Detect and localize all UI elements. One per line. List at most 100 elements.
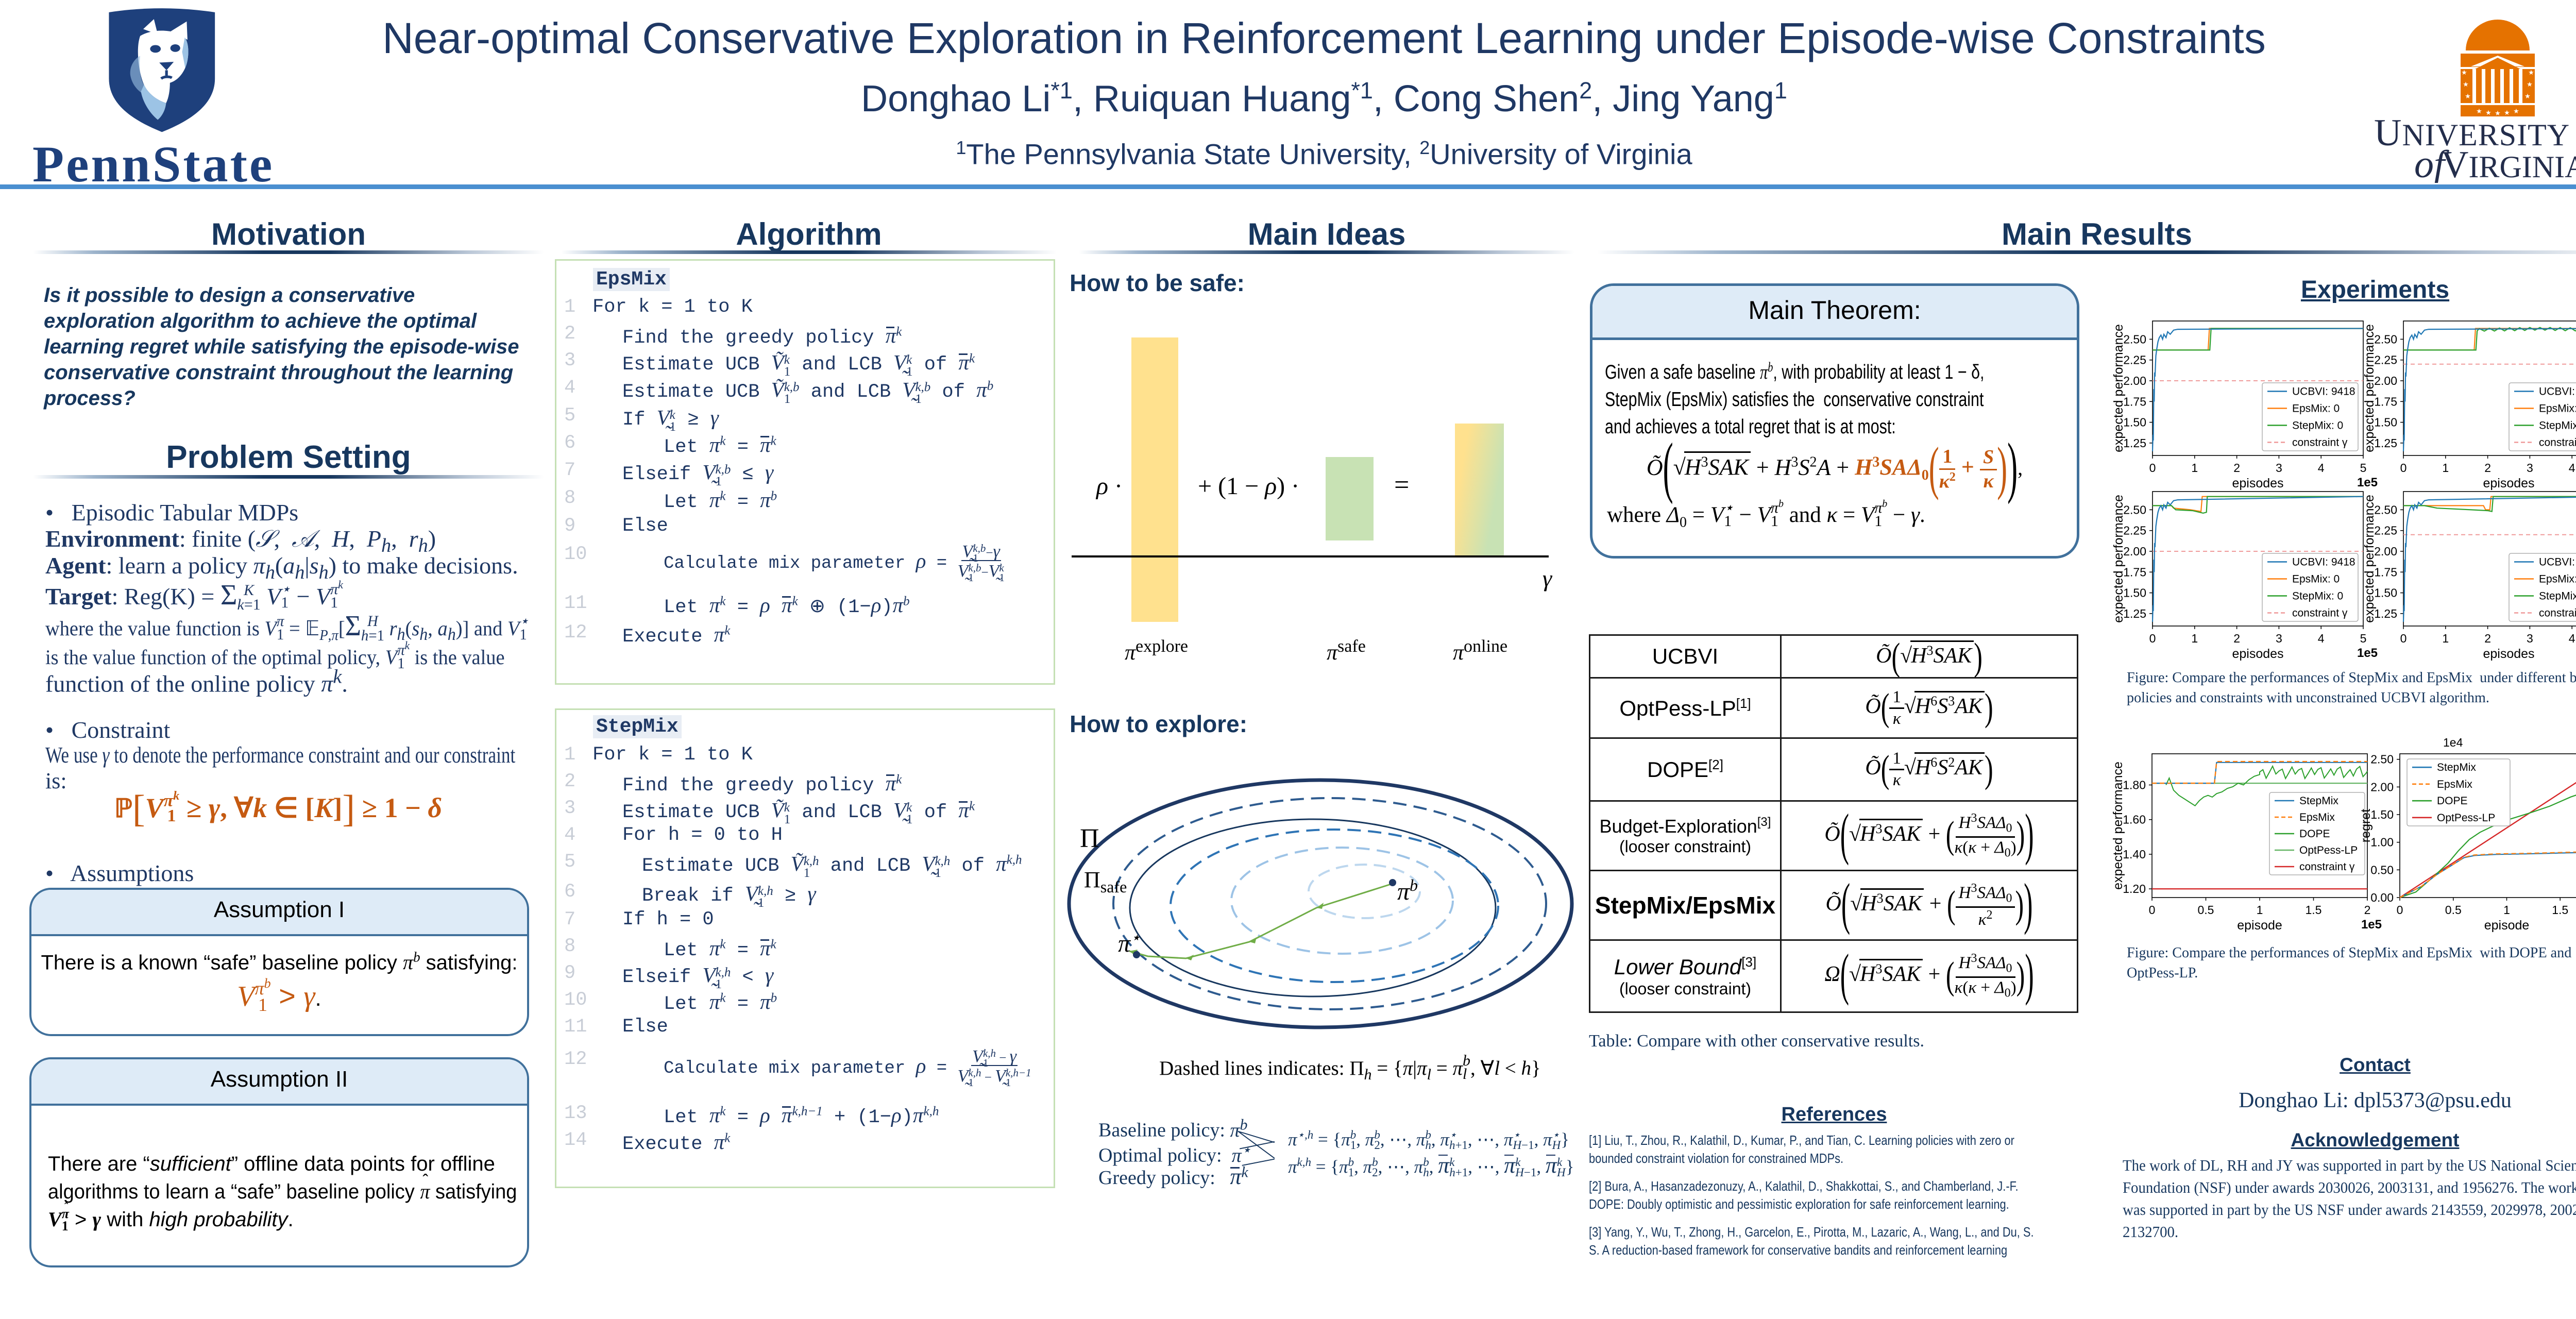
svg-text:1e5: 1e5	[2361, 918, 2382, 932]
svg-text:3: 3	[2276, 632, 2282, 645]
svg-text:1.50: 1.50	[2370, 808, 2394, 821]
svg-text:2: 2	[2364, 903, 2371, 917]
svg-text:constraint γ: constraint γ	[2539, 437, 2576, 449]
svg-text:1.50: 1.50	[2374, 586, 2397, 600]
svg-text:episode: episode	[2237, 918, 2282, 933]
svg-text:EpsMix: 0: EpsMix: 0	[2292, 403, 2340, 415]
svg-text:0.50: 0.50	[2370, 863, 2394, 876]
svg-text:StepMix: StepMix	[2299, 795, 2338, 807]
svg-text:1.50: 1.50	[2123, 586, 2146, 600]
svg-text:PennState: PennState	[32, 136, 274, 184]
svg-text:EpsMix: EpsMix	[2299, 811, 2335, 823]
svg-text:2.00: 2.00	[2123, 374, 2146, 387]
svg-text:1.75: 1.75	[2374, 395, 2397, 408]
svg-text:4: 4	[2318, 461, 2325, 475]
svg-text:OptPess-LP: OptPess-LP	[2299, 844, 2358, 856]
svg-text:1.75: 1.75	[2123, 395, 2146, 408]
svg-text:★: ★	[2524, 92, 2531, 100]
svg-text:expected performance: expected performance	[2362, 495, 2377, 623]
svg-text:episodes: episodes	[2483, 647, 2534, 661]
svg-text:EpsMix: EpsMix	[2437, 779, 2472, 790]
svg-text:expected performance: expected performance	[2111, 495, 2126, 623]
svg-text:1e5: 1e5	[2357, 476, 2378, 489]
svg-text:0: 0	[2149, 903, 2156, 917]
svg-text:2.50: 2.50	[2374, 503, 2397, 516]
svg-text:★: ★	[2504, 109, 2510, 116]
svg-text:★: ★	[2476, 107, 2482, 115]
svg-text:UCBVI: 9418: UCBVI: 9418	[2292, 556, 2355, 568]
svg-text:1.75: 1.75	[2123, 565, 2146, 579]
svg-text:★: ★	[2513, 107, 2519, 115]
svg-text:constraint γ: constraint γ	[2299, 861, 2355, 873]
svg-text:1.80: 1.80	[2123, 779, 2146, 792]
svg-text:episodes: episodes	[2232, 647, 2283, 661]
svg-text:★: ★	[2485, 109, 2492, 116]
svg-text:0.5: 0.5	[2198, 903, 2214, 917]
svg-text:2.00: 2.00	[2123, 545, 2146, 558]
svg-text:2.00: 2.00	[2374, 545, 2397, 558]
svg-text:StepMix: StepMix	[2437, 762, 2476, 773]
svg-text:★: ★	[2527, 80, 2533, 88]
svg-text:0: 0	[2149, 461, 2156, 475]
svg-text:2.00: 2.00	[2374, 374, 2397, 387]
svg-text:1: 1	[2191, 632, 2198, 645]
svg-text:0: 0	[2149, 632, 2156, 645]
svg-text:1.50: 1.50	[2123, 416, 2146, 429]
svg-text:episodes: episodes	[2483, 476, 2534, 491]
svg-text:OptPess-LP: OptPess-LP	[2437, 812, 2495, 824]
svg-text:1.25: 1.25	[2123, 607, 2146, 620]
svg-text:UCBVI: 9418: UCBVI: 9418	[2292, 386, 2355, 398]
svg-text:1.40: 1.40	[2123, 848, 2146, 861]
svg-text:EpsMix: 0: EpsMix: 0	[2539, 573, 2576, 585]
svg-text:5: 5	[2360, 632, 2367, 645]
svg-text:2.50: 2.50	[2123, 503, 2146, 516]
svg-text:2.25: 2.25	[2123, 353, 2146, 367]
svg-text:1.00: 1.00	[2370, 836, 2394, 849]
svg-text:3: 3	[2276, 461, 2282, 475]
svg-text:2: 2	[2233, 461, 2240, 475]
svg-text:1.25: 1.25	[2123, 436, 2146, 450]
svg-text:UNIVERSITY: UNIVERSITY	[2374, 112, 2570, 154]
svg-text:expected performance: expected performance	[2111, 324, 2126, 452]
svg-text:1: 1	[2442, 632, 2449, 645]
svg-text:2.00: 2.00	[2370, 780, 2394, 793]
svg-text:of: of	[2414, 143, 2449, 183]
svg-text:1.25: 1.25	[2374, 436, 2397, 450]
svg-text:4: 4	[2318, 632, 2325, 645]
svg-text:5: 5	[2360, 461, 2367, 475]
svg-text:StepMix: 0: StepMix: 0	[2539, 420, 2576, 432]
svg-text:EpsMix: 0: EpsMix: 0	[2539, 403, 2576, 415]
svg-text:DOPE: DOPE	[2299, 828, 2330, 840]
svg-text:VIRGINIA: VIRGINIA	[2441, 144, 2576, 183]
svg-text:0: 0	[2400, 461, 2407, 475]
svg-text:StepMix: 0: StepMix: 0	[2539, 590, 2576, 602]
svg-text:UCBVI: 13210: UCBVI: 13210	[2539, 386, 2576, 398]
svg-text:★: ★	[2528, 69, 2534, 76]
svg-text:UCBVI: 13210: UCBVI: 13210	[2539, 556, 2576, 568]
svg-text:2.25: 2.25	[2374, 524, 2397, 537]
svg-text:1.5: 1.5	[2552, 903, 2568, 917]
svg-text:1.75: 1.75	[2374, 565, 2397, 579]
svg-text:expected performance: expected performance	[2362, 324, 2377, 452]
svg-text:0: 0	[2397, 903, 2403, 917]
svg-text:2.25: 2.25	[2123, 524, 2146, 537]
svg-text:★: ★	[2463, 80, 2469, 88]
svg-text:constraint γ: constraint γ	[2292, 437, 2348, 449]
svg-text:1: 1	[2191, 461, 2198, 475]
svg-text:2: 2	[2233, 632, 2240, 645]
svg-text:2.50: 2.50	[2374, 332, 2397, 346]
svg-text:2.50: 2.50	[2370, 753, 2394, 766]
svg-text:2: 2	[2484, 632, 2491, 645]
svg-text:4: 4	[2569, 461, 2575, 475]
svg-text:episode: episode	[2484, 918, 2530, 933]
svg-text:expected performance: expected performance	[2111, 762, 2125, 890]
svg-text:3: 3	[2527, 461, 2533, 475]
svg-text:★: ★	[2465, 92, 2471, 100]
svg-text:4: 4	[2569, 632, 2575, 645]
svg-text:1.5: 1.5	[2306, 903, 2322, 917]
svg-text:DOPE: DOPE	[2437, 795, 2468, 807]
svg-text:regret: regret	[2359, 809, 2373, 842]
svg-text:1e5: 1e5	[2357, 646, 2378, 660]
svg-text:★: ★	[2461, 69, 2467, 76]
svg-text:1: 1	[2442, 461, 2449, 475]
